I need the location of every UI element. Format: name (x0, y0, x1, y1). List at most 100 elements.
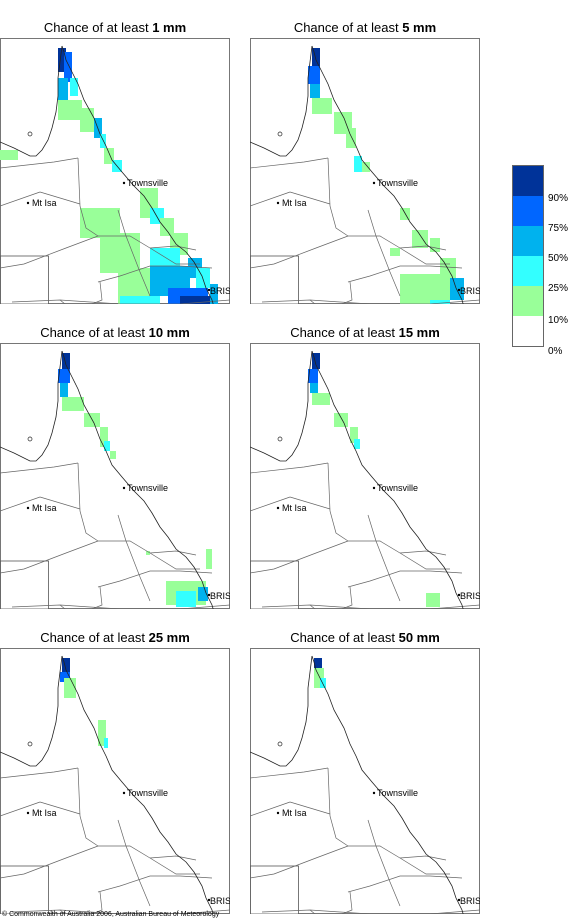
state-border (77, 767, 99, 847)
rain-probability-layer (314, 658, 326, 688)
legend-swatch-10-25 (513, 286, 543, 316)
state-border (261, 299, 480, 304)
brisbane-label: BRIS (460, 591, 480, 601)
legend-color-bar (512, 165, 544, 347)
rainfall-map: Townsville Mt Isa BRIS (250, 343, 480, 609)
state-border (261, 909, 480, 914)
rain-patch (308, 369, 318, 383)
state-border (309, 299, 316, 304)
mt-isa-marker (26, 506, 30, 510)
rain-patch (198, 587, 208, 601)
state-border (0, 801, 41, 817)
legend-tick-10: 10% (548, 315, 569, 326)
island (277, 436, 283, 442)
rain-patch (314, 668, 324, 688)
state-border (250, 191, 291, 207)
state-border (367, 819, 401, 907)
panel-title: Chance of at least 50 mm (290, 630, 440, 645)
state-border (0, 767, 79, 779)
island (27, 436, 33, 442)
rain-patch (58, 369, 70, 383)
rain-patch (104, 148, 114, 164)
rain-patch (310, 84, 320, 98)
rain-patch (210, 284, 218, 304)
rain-patch (60, 383, 68, 397)
gulf-coastline (0, 655, 63, 767)
state-border (250, 845, 349, 879)
state-border (149, 550, 197, 556)
state-border (39, 496, 81, 510)
rain-patch (64, 678, 76, 698)
state-border (77, 462, 99, 542)
mt-isa-marker (276, 811, 280, 815)
rain-patch (0, 150, 18, 160)
rain-patch (320, 678, 326, 688)
townsville-marker (372, 486, 376, 490)
gulf-coastline (250, 45, 313, 157)
rain-patch (120, 296, 160, 304)
state-border (0, 157, 79, 169)
townsville-marker (122, 791, 126, 795)
panel-title: Chance of at least 1 mm (43, 20, 187, 35)
rain-patch (206, 549, 212, 569)
state-border (309, 909, 316, 914)
rainfall-map: Townsville Mt Isa BRIS (250, 648, 480, 914)
rain-patch (354, 439, 360, 449)
state-border (327, 157, 349, 237)
brisbane-marker (457, 593, 461, 597)
state-border (117, 209, 151, 297)
rain-patch (70, 78, 78, 96)
state-border (97, 875, 213, 893)
state-border (97, 570, 213, 588)
rain-patch (308, 66, 320, 84)
gulf-coastline (250, 350, 313, 462)
brisbane-marker (457, 898, 461, 902)
rain-patch (58, 48, 66, 72)
townsville-label: Townsville (377, 788, 418, 798)
rainfall-map: Townsville Mt Isa BRIS (0, 648, 230, 914)
brisbane-label: BRIS (460, 896, 480, 906)
inset-box (250, 560, 299, 609)
state-border (77, 157, 99, 237)
legend-tick-75: 75% (548, 223, 569, 234)
panel-title: Chance of at least 25 mm (40, 630, 190, 645)
rain-patch (362, 162, 370, 172)
rain-patch (426, 593, 440, 607)
brisbane-label: BRIS (210, 591, 230, 601)
rainfall-map: Townsville Mt Isa BRIS (0, 343, 230, 609)
rain-patch (440, 258, 456, 284)
rain-patch (346, 128, 356, 148)
coastline (61, 45, 214, 304)
rainfall-map: Townsville Mt Isa BRIS (0, 38, 230, 304)
rain-patch (412, 230, 428, 248)
legend-tick-50: 50% (548, 253, 569, 264)
legend-swatch-75-90 (513, 196, 543, 226)
rain-patch (100, 233, 140, 273)
townsville-label: Townsville (377, 483, 418, 493)
inset-box (250, 865, 299, 914)
gulf-coastline (250, 655, 313, 767)
state-border (347, 875, 463, 893)
rain-probability-layer (60, 658, 108, 748)
townsville-marker (122, 181, 126, 185)
state-border (39, 191, 81, 205)
state-border (59, 604, 66, 609)
mt-isa-label: Mt Isa (282, 503, 307, 513)
townsville-marker (122, 486, 126, 490)
inset-box (0, 865, 49, 914)
inset-box (250, 255, 299, 304)
panel-title: Chance of at least 10 mm (40, 325, 190, 340)
state-border (347, 265, 463, 283)
state-border (0, 191, 41, 207)
state-border (367, 514, 401, 602)
state-border (250, 496, 291, 512)
state-border (0, 496, 41, 512)
brisbane-label: BRIS (460, 286, 480, 296)
gulf-coastline (0, 350, 63, 462)
state-border (367, 209, 401, 297)
state-border (0, 235, 99, 269)
gulf-coastline (0, 45, 63, 157)
rain-patch (334, 413, 348, 427)
brisbane-marker (207, 288, 211, 292)
mt-isa-label: Mt Isa (282, 198, 307, 208)
